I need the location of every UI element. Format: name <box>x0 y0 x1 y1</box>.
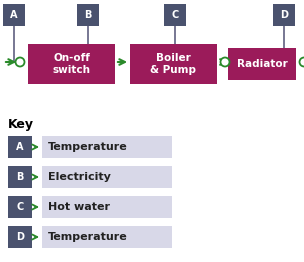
Text: C: C <box>16 202 24 212</box>
Text: Radiator: Radiator <box>237 59 287 69</box>
FancyBboxPatch shape <box>8 166 32 188</box>
Text: D: D <box>280 10 288 20</box>
Text: Electricity: Electricity <box>48 172 111 182</box>
Circle shape <box>220 57 230 67</box>
Text: Key: Key <box>8 118 34 131</box>
FancyBboxPatch shape <box>8 226 32 248</box>
FancyBboxPatch shape <box>3 4 25 26</box>
Text: B: B <box>16 172 24 182</box>
FancyBboxPatch shape <box>8 196 32 218</box>
Text: A: A <box>16 142 24 152</box>
FancyBboxPatch shape <box>228 48 296 80</box>
FancyBboxPatch shape <box>42 136 172 158</box>
FancyBboxPatch shape <box>77 4 99 26</box>
Text: D: D <box>16 232 24 242</box>
Text: Temperature: Temperature <box>48 142 128 152</box>
Text: Temperature: Temperature <box>48 232 128 242</box>
Text: On-off
switch: On-off switch <box>53 53 91 75</box>
Text: A: A <box>10 10 18 20</box>
FancyBboxPatch shape <box>42 226 172 248</box>
FancyBboxPatch shape <box>42 166 172 188</box>
Circle shape <box>16 57 25 67</box>
Text: C: C <box>171 10 179 20</box>
FancyBboxPatch shape <box>42 196 172 218</box>
FancyBboxPatch shape <box>8 136 32 158</box>
FancyBboxPatch shape <box>164 4 186 26</box>
FancyBboxPatch shape <box>273 4 295 26</box>
Text: Boiler
& Pump: Boiler & Pump <box>150 53 196 75</box>
FancyBboxPatch shape <box>28 44 115 84</box>
Circle shape <box>299 57 304 67</box>
Text: Hot water: Hot water <box>48 202 110 212</box>
FancyBboxPatch shape <box>130 44 217 84</box>
Text: B: B <box>84 10 92 20</box>
